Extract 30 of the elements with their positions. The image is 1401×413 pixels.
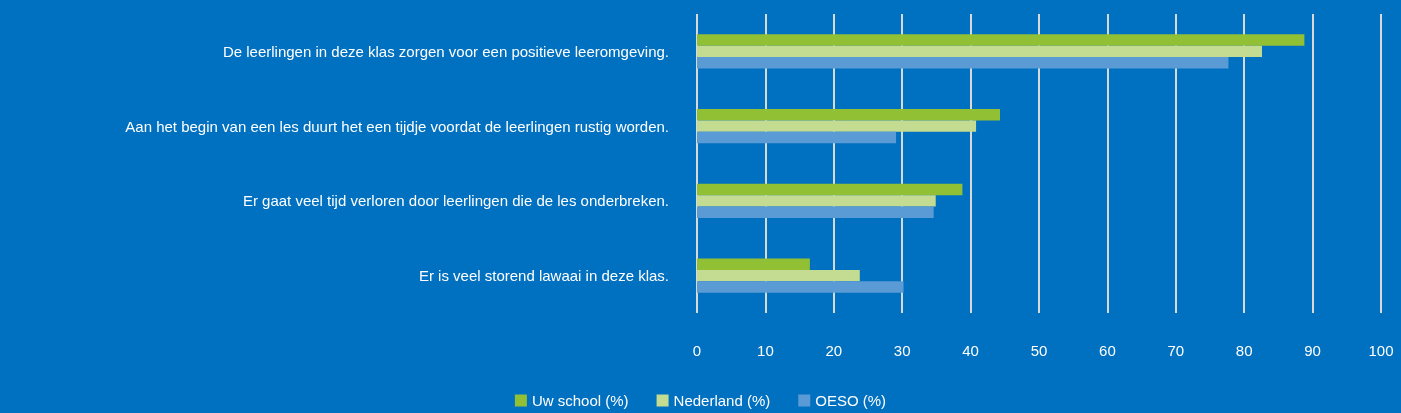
y-tick-label: Er gaat veel tijd verloren door leerlingen die de les onderbreken. xyxy=(242,192,669,210)
bar xyxy=(697,57,1229,69)
bar xyxy=(697,269,860,282)
y-tick-label: De leerlingen in deze klas zorgen voor een positieve leeromgeving. xyxy=(222,42,669,60)
x-tick-label: 70 xyxy=(1167,342,1185,359)
legend-label: Nederland (%) xyxy=(673,392,771,409)
bar xyxy=(697,281,904,293)
x-tick-label: 90 xyxy=(1304,342,1321,359)
legend-label: Uw school (%) xyxy=(531,392,629,409)
x-tick-label: 10 xyxy=(757,342,774,359)
x-tick-label: 60 xyxy=(1099,342,1116,359)
y-tick-label: Er is veel storend lawaai in deze klas. xyxy=(418,267,669,285)
bar xyxy=(697,34,1305,46)
x-tick-label: 50 xyxy=(1030,342,1048,359)
bar xyxy=(697,120,977,132)
x-tick-label: 30 xyxy=(893,342,911,359)
y-tick-label: Aan het begin van een les duurt het een tijdje voordat de leerlingen rustig worden. xyxy=(125,117,669,135)
bar xyxy=(697,195,936,207)
x-tick-label: 100 xyxy=(1368,342,1394,359)
legend-label: OESO (%) xyxy=(815,392,887,409)
x-tick-label: 80 xyxy=(1235,342,1253,359)
bar xyxy=(697,45,1262,58)
bar xyxy=(697,206,934,219)
bar xyxy=(697,108,1001,121)
x-tick-label: 0 xyxy=(692,342,702,359)
bar xyxy=(697,131,897,144)
x-tick-label: 40 xyxy=(962,342,979,359)
x-tick-label: 20 xyxy=(825,342,843,359)
bar xyxy=(697,183,963,196)
bar xyxy=(697,258,810,270)
